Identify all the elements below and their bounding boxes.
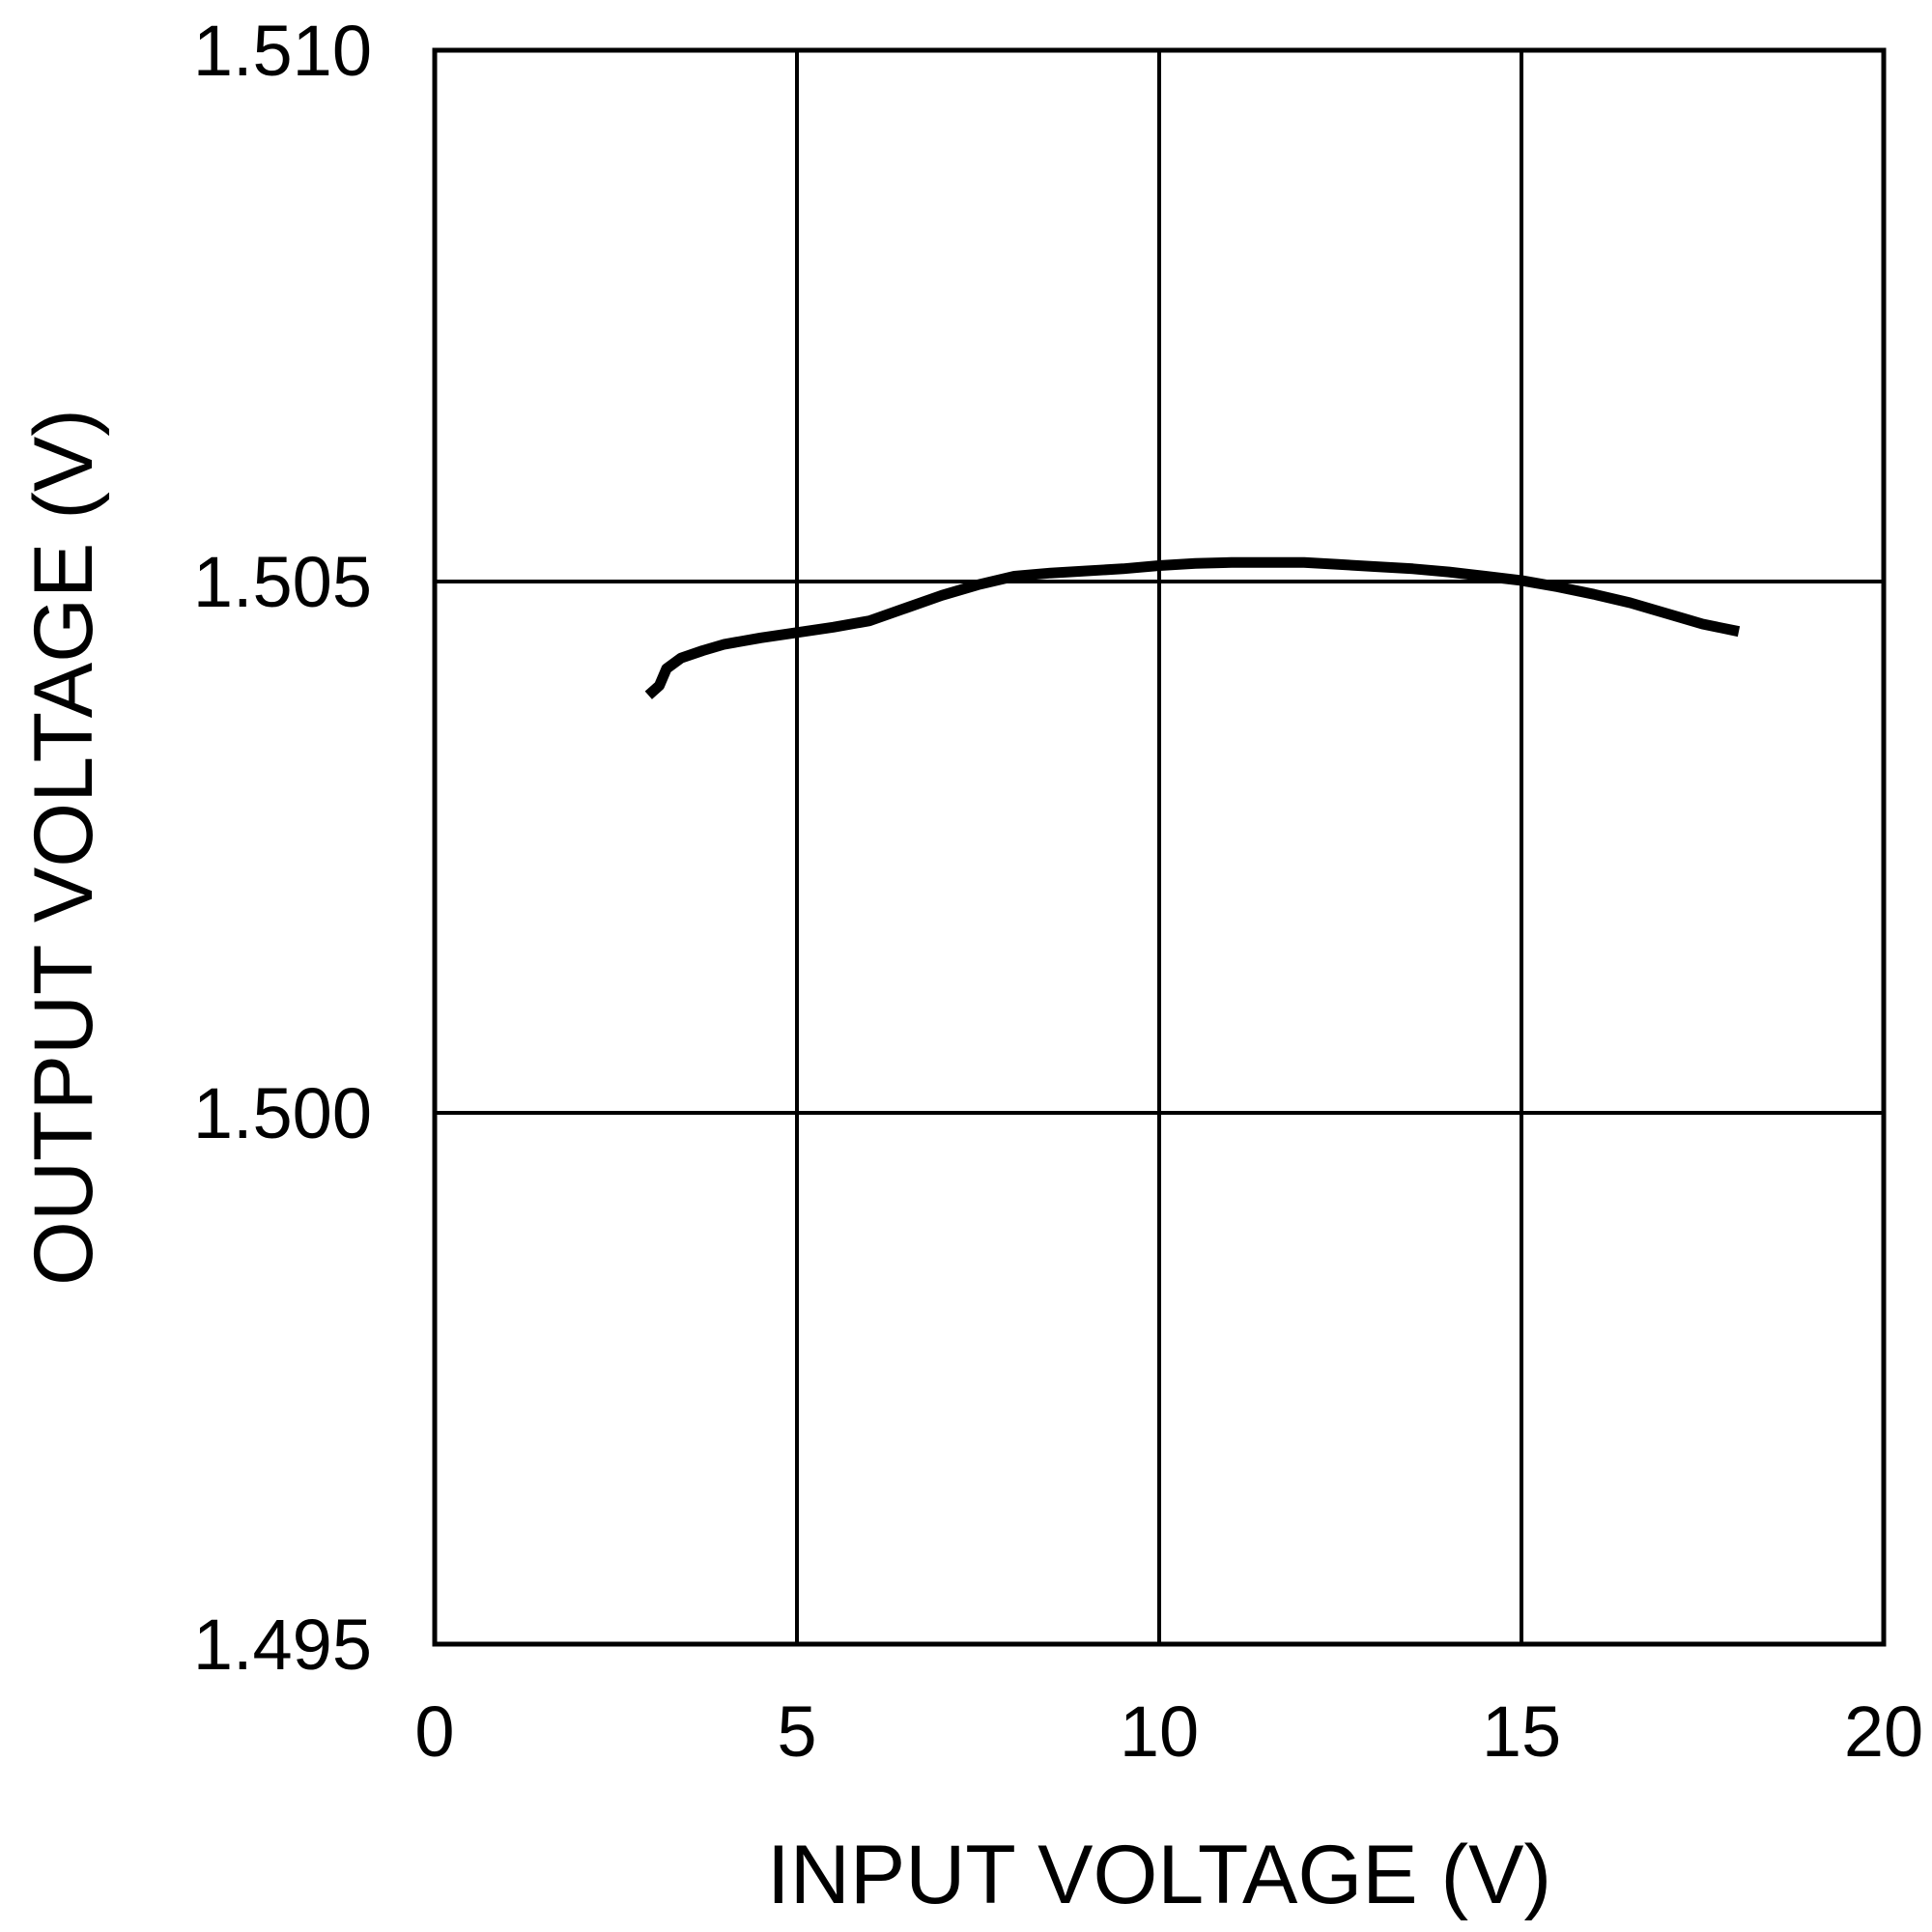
- y-axis-title: OUTPUT VOLTAGE (V): [17, 409, 110, 1286]
- y-tick-label-3: 1.510: [193, 11, 372, 91]
- x-tick-label-1: 5: [777, 1691, 816, 1772]
- y-tick-labels: 1.495 1.500 1.505 1.510: [193, 11, 372, 1685]
- x-tick-label-3: 15: [1482, 1691, 1561, 1772]
- y-tick-label-2: 1.505: [193, 542, 372, 622]
- y-tick-label-1: 1.500: [193, 1073, 372, 1153]
- series-line-0: [644, 556, 1741, 699]
- x-axis-title: INPUT VOLTAGE (V): [767, 1829, 1551, 1921]
- y-tick-label-0: 1.495: [193, 1605, 372, 1685]
- x-tick-labels: 0 5 10 15 20: [414, 1691, 1923, 1772]
- grid-lines: [435, 50, 1884, 1644]
- x-tick-label-2: 10: [1120, 1691, 1199, 1772]
- plot-frame: [432, 47, 1887, 1647]
- x-tick-label-0: 0: [414, 1691, 454, 1772]
- series-group: [644, 556, 1741, 699]
- x-tick-label-4: 20: [1844, 1691, 1923, 1772]
